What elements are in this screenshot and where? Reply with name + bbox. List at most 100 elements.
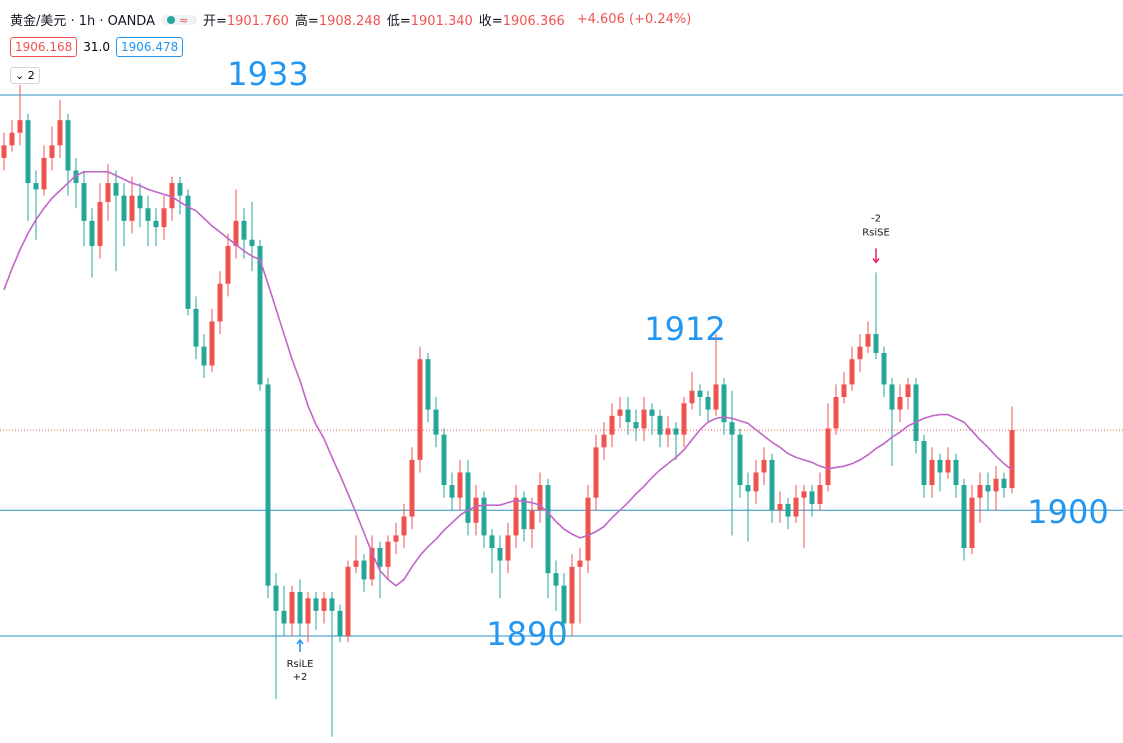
candle-body bbox=[649, 409, 655, 416]
candle-body bbox=[945, 459, 951, 473]
candle-body bbox=[89, 220, 95, 246]
candle-body bbox=[569, 566, 575, 624]
candle-body bbox=[401, 516, 407, 536]
candle-body bbox=[313, 598, 319, 611]
candle-body bbox=[1001, 478, 1007, 489]
candle-body bbox=[121, 195, 127, 221]
candle-body bbox=[41, 157, 47, 190]
status-dot bbox=[166, 15, 175, 24]
candle-body bbox=[849, 359, 855, 385]
candle-body bbox=[689, 390, 695, 404]
candle-body bbox=[521, 497, 527, 530]
candle-body bbox=[337, 610, 343, 637]
candle-body bbox=[105, 183, 111, 202]
candle-body bbox=[737, 434, 743, 486]
candle-body bbox=[441, 434, 447, 486]
spread: 31.0 bbox=[83, 40, 110, 54]
candle-body bbox=[81, 183, 87, 221]
candle-body bbox=[161, 208, 167, 228]
candle-body bbox=[929, 459, 935, 486]
candle-body bbox=[633, 422, 639, 429]
candle-body bbox=[801, 491, 807, 498]
signal-name: RsiSE bbox=[862, 227, 890, 238]
candle-body bbox=[329, 598, 335, 611]
candle-body bbox=[257, 245, 263, 385]
candle-body bbox=[185, 195, 191, 309]
quote-label: 低= bbox=[386, 14, 411, 29]
candle-body bbox=[545, 485, 551, 574]
candle-body bbox=[433, 409, 439, 435]
candle-body bbox=[537, 485, 543, 511]
svg-text:≈: ≈ bbox=[179, 16, 188, 24]
candle-body bbox=[505, 535, 511, 561]
candle-body bbox=[217, 283, 223, 322]
candle-body bbox=[873, 334, 879, 353]
candle-body bbox=[49, 145, 55, 158]
candle-body bbox=[25, 120, 31, 184]
candle-body bbox=[913, 384, 919, 442]
sell-price[interactable]: 1906.168 bbox=[10, 37, 78, 57]
candle-body bbox=[617, 409, 623, 416]
candle-body bbox=[377, 547, 383, 567]
candle-body bbox=[825, 428, 831, 486]
candle-body bbox=[833, 396, 839, 429]
legend-header: 黄金/美元 · 1h · OANDA ≈ 开=1901.760 高=1908.24… bbox=[10, 10, 691, 29]
candle-body bbox=[953, 459, 959, 486]
candle-body bbox=[529, 510, 535, 530]
candle-body bbox=[993, 478, 999, 492]
candle-body bbox=[961, 485, 967, 548]
quote: 开=1901.760 高=1908.248 低=1901.340 收=1906.366 bbox=[203, 10, 571, 29]
candle-body bbox=[937, 459, 943, 473]
level-label: 1900 bbox=[1027, 493, 1108, 531]
quote-value: 1901.760 bbox=[226, 14, 289, 29]
candle-body bbox=[449, 485, 455, 498]
candle-body bbox=[865, 334, 871, 347]
candle-body bbox=[481, 497, 487, 536]
signal-arrow bbox=[872, 248, 880, 264]
buy-price[interactable]: 1906.478 bbox=[115, 37, 184, 57]
candle-body bbox=[697, 390, 703, 397]
candle-body bbox=[385, 541, 391, 567]
candle-body bbox=[321, 598, 327, 611]
candle-body bbox=[513, 497, 519, 536]
candle-body bbox=[489, 535, 495, 548]
level-label: 1933 bbox=[227, 55, 308, 93]
candle-body bbox=[977, 485, 983, 498]
quote-value: 1901.340 bbox=[410, 14, 473, 29]
status-icon: ≈ bbox=[179, 16, 188, 24]
candle-body bbox=[289, 592, 295, 624]
change: +4.606 (+0.24%) bbox=[576, 12, 692, 27]
candle-body bbox=[817, 485, 823, 504]
candle-body bbox=[705, 396, 711, 410]
candle-body bbox=[361, 560, 367, 580]
status: ≈ bbox=[160, 14, 197, 25]
candle-body bbox=[473, 497, 479, 523]
quote-label: 开= bbox=[202, 14, 227, 29]
candle-body bbox=[713, 384, 719, 410]
collapse-button[interactable]: ⌄ 2 bbox=[10, 67, 40, 84]
candle-body bbox=[177, 183, 183, 196]
candle-body bbox=[889, 384, 895, 410]
candle-body bbox=[145, 208, 151, 221]
candle-body bbox=[553, 573, 559, 586]
candle-body bbox=[601, 434, 607, 448]
candle-body bbox=[169, 183, 175, 209]
candle-body bbox=[457, 472, 463, 498]
candle-body bbox=[393, 535, 399, 542]
candle-body bbox=[425, 359, 431, 410]
candle-body bbox=[641, 409, 647, 429]
candle-body bbox=[265, 384, 271, 586]
candle-body bbox=[305, 598, 311, 624]
candle-body bbox=[1, 145, 7, 158]
candle-body bbox=[921, 441, 927, 486]
price-boxes: 1906.168 31.0 1906.478 bbox=[10, 37, 184, 57]
signal-name: RsiLE bbox=[287, 659, 314, 670]
candle-body bbox=[129, 195, 135, 221]
candle-body bbox=[9, 132, 15, 146]
quote-label: 收= bbox=[478, 14, 503, 29]
candle-body bbox=[721, 384, 727, 423]
candle-body bbox=[33, 183, 39, 190]
candle-body bbox=[113, 183, 119, 196]
candle-body bbox=[777, 503, 783, 511]
annotation: 1912 bbox=[644, 310, 725, 348]
